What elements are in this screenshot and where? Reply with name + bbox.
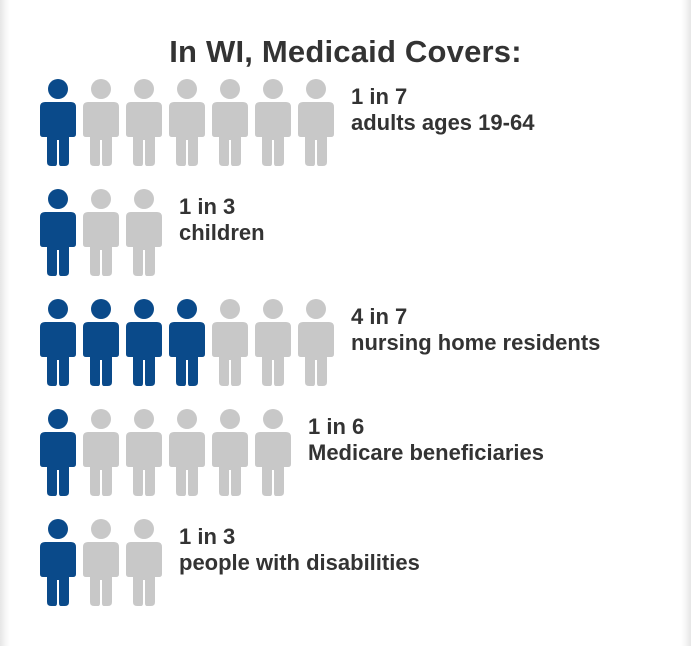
person-icon-covered — [81, 298, 121, 386]
ratio-label: 1 in 7 — [351, 84, 408, 109]
person-icon-not-covered — [296, 298, 336, 386]
person-icon-not-covered — [210, 78, 250, 166]
person-icon-covered — [38, 408, 78, 496]
person-icon-not-covered — [124, 408, 164, 496]
person-icon-not-covered — [253, 408, 293, 496]
person-icon-not-covered — [124, 518, 164, 606]
group-label: children — [179, 220, 265, 245]
person-icon-not-covered — [210, 408, 250, 496]
ratio-label: 1 in 3 — [179, 194, 236, 219]
ratio-label: 1 in 3 — [179, 524, 236, 549]
pictograph-row: 4 in 7 nursing home residents — [38, 298, 678, 388]
person-icon-not-covered — [210, 298, 250, 386]
row-label: 1 in 6 Medicare beneficiaries — [308, 414, 544, 466]
person-icon-not-covered — [81, 408, 121, 496]
chart-title: In WI, Medicaid Covers: — [169, 34, 522, 69]
pictograph-row: 1 in 3 children — [38, 188, 678, 278]
group-label: Medicare beneficiaries — [308, 440, 545, 465]
person-icon-not-covered — [81, 188, 121, 276]
right-shadow-edge — [681, 0, 691, 646]
group-label: people with disabilities — [179, 550, 420, 575]
pictograph-row: 1 in 6 Medicare beneficiaries — [38, 408, 678, 498]
group-label: nursing home residents — [351, 330, 601, 355]
ratio-label: 1 in 6 — [308, 414, 365, 439]
row-label: 1 in 7 adults ages 19-64 — [351, 84, 534, 136]
left-shadow-edge — [0, 0, 10, 646]
person-icon-not-covered — [167, 408, 207, 496]
pictograph-row: 1 in 3 people with disabilities — [38, 518, 678, 608]
person-icon-not-covered — [124, 78, 164, 166]
person-icon-not-covered — [253, 298, 293, 386]
ratio-label: 4 in 7 — [351, 304, 408, 329]
group-label: adults ages 19-64 — [351, 110, 535, 135]
row-label: 4 in 7 nursing home residents — [351, 304, 600, 356]
person-icon-covered — [167, 298, 207, 386]
person-icon-not-covered — [81, 518, 121, 606]
person-icon-covered — [124, 298, 164, 386]
person-icon-not-covered — [81, 78, 121, 166]
person-icon-covered — [38, 518, 78, 606]
person-icon-not-covered — [167, 78, 207, 166]
pictograph-row: 1 in 7 adults ages 19-64 — [38, 78, 678, 168]
person-icon-covered — [38, 78, 78, 166]
person-icon-not-covered — [296, 78, 336, 166]
person-icon-covered — [38, 188, 78, 276]
row-label: 1 in 3 people with disabilities — [179, 524, 420, 576]
row-label: 1 in 3 children — [179, 194, 265, 246]
person-icon-not-covered — [124, 188, 164, 276]
person-icon-not-covered — [253, 78, 293, 166]
person-icon-covered — [38, 298, 78, 386]
